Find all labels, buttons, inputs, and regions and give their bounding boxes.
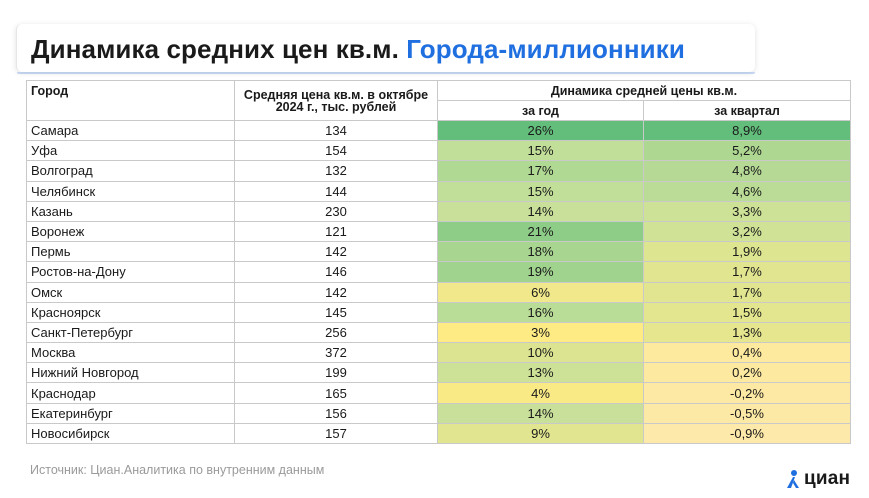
table-row: Волгоград 132 17% 4,8% — [26, 160, 851, 182]
cell-city: Москва — [26, 342, 235, 364]
cell-quarter: 3,3% — [643, 200, 851, 222]
cell-city: Воронеж — [26, 220, 235, 243]
cell-price: 132 — [234, 160, 438, 182]
cian-logo: циан — [786, 466, 850, 492]
source-note: Источник: Циан.Аналитика по внутренним д… — [30, 463, 325, 477]
cell-price: 121 — [234, 220, 438, 243]
cell-price: 230 — [234, 200, 438, 222]
cell-year: 3% — [437, 321, 644, 344]
cell-year: 18% — [437, 241, 644, 263]
cell-quarter: 1,9% — [643, 241, 851, 263]
cell-year: 13% — [437, 362, 644, 384]
cell-year: 15% — [437, 180, 644, 202]
cell-year: 10% — [437, 342, 644, 364]
cian-logo-text: циан — [804, 468, 851, 489]
cell-price: 146 — [234, 261, 438, 283]
table-row: Воронеж 121 21% 3,2% — [26, 220, 851, 243]
header-city: Город — [26, 80, 235, 121]
table-row: Самара 134 26% 8,9% — [26, 119, 851, 142]
table-row: Краснодар 165 4% -0,2% — [26, 382, 851, 404]
page-title: Динамика средних цен кв.м. Городa-миллио… — [31, 34, 685, 65]
header-quarter: за квартал — [643, 100, 851, 121]
cell-city: Санкт-Петербург — [26, 321, 235, 344]
header-year: за год — [437, 100, 644, 121]
cell-quarter: 4,8% — [643, 160, 851, 182]
cell-quarter: 1,5% — [643, 301, 851, 323]
title-highlight: Городa-миллионники — [406, 34, 685, 64]
cell-price: 199 — [234, 362, 438, 384]
cell-price: 156 — [234, 402, 438, 424]
cell-year: 4% — [437, 382, 644, 404]
cell-quarter: 1,7% — [643, 261, 851, 283]
cell-quarter: 1,3% — [643, 321, 851, 344]
cell-city: Нижний Новгород — [26, 362, 235, 384]
cell-city: Новосибирск — [26, 422, 235, 445]
header-price: Средняя цена кв.м. в октябре 2024 г., ты… — [234, 80, 438, 121]
cian-logo-icon — [787, 470, 799, 488]
title-main: Динамика средних цен кв.м. — [31, 34, 399, 64]
table-row: Омск 142 6% 1,7% — [26, 281, 851, 303]
cell-city: Самара — [26, 119, 235, 142]
cell-city: Волгоград — [26, 160, 235, 182]
cell-quarter: -0,5% — [643, 402, 851, 424]
cell-city: Омск — [26, 281, 235, 303]
cell-quarter: 0,4% — [643, 342, 851, 364]
table-row: Новосибирск 157 9% -0,9% — [26, 422, 851, 445]
cell-year: 14% — [437, 402, 644, 424]
title-box: Динамика средних цен кв.м. Городa-миллио… — [16, 24, 755, 74]
cell-city: Казань — [26, 200, 235, 222]
cell-year: 9% — [437, 422, 644, 445]
price-dynamics-table: Город Средняя цена кв.м. в октябре 2024 … — [26, 80, 851, 445]
cell-city: Краснодар — [26, 382, 235, 404]
cell-quarter: 1,7% — [643, 281, 851, 303]
cell-price: 134 — [234, 119, 438, 142]
table-row: Казань 230 14% 3,3% — [26, 200, 851, 222]
header-dynamics: Динамика средней цены кв.м. — [437, 80, 851, 101]
cell-price: 157 — [234, 422, 438, 445]
table-body: Самара 134 26% 8,9% Уфа 154 15% 5,2% Волгоград 13… — [26, 119, 851, 445]
cell-year: 15% — [437, 140, 644, 162]
cell-year: 17% — [437, 160, 644, 182]
table-row: Нижний Новгород 199 13% 0,2% — [26, 362, 851, 384]
cell-year: 16% — [437, 301, 644, 323]
table-row: Пермь 142 18% 1,9% — [26, 241, 851, 263]
cell-price: 145 — [234, 301, 438, 323]
cell-quarter: -0,2% — [643, 382, 851, 404]
table-row: Ростов-на-Дону 146 19% 1,7% — [26, 261, 851, 283]
cell-quarter: 0,2% — [643, 362, 851, 384]
cell-price: 142 — [234, 281, 438, 303]
cell-year: 14% — [437, 200, 644, 222]
cell-city: Ростов-на-Дону — [26, 261, 235, 283]
cell-year: 26% — [437, 119, 644, 142]
cell-price: 142 — [234, 241, 438, 263]
table-row: Санкт-Петербург 256 3% 1,3% — [26, 321, 851, 344]
cell-city: Пермь — [26, 241, 235, 263]
cell-quarter: 3,2% — [643, 220, 851, 243]
cell-price: 372 — [234, 342, 438, 364]
cell-city: Екатеринбург — [26, 402, 235, 424]
cell-price: 144 — [234, 180, 438, 202]
cell-year: 21% — [437, 220, 644, 243]
table-row: Красноярск 145 16% 1,5% — [26, 301, 851, 323]
cell-price: 165 — [234, 382, 438, 404]
cell-city: Челябинск — [26, 180, 235, 202]
table-row: Екатеринбург 156 14% -0,5% — [26, 402, 851, 424]
cell-price: 154 — [234, 140, 438, 162]
cell-price: 256 — [234, 321, 438, 344]
cell-quarter: 8,9% — [643, 119, 851, 142]
cell-city: Красноярск — [26, 301, 235, 323]
cell-quarter: 4,6% — [643, 180, 851, 202]
cell-year: 19% — [437, 261, 644, 283]
table-row: Москва 372 10% 0,4% — [26, 342, 851, 364]
cell-city: Уфа — [26, 140, 235, 162]
cell-quarter: 5,2% — [643, 140, 851, 162]
table-row: Уфа 154 15% 5,2% — [26, 140, 851, 162]
cell-year: 6% — [437, 281, 644, 303]
table-row: Челябинск 144 15% 4,6% — [26, 180, 851, 202]
cell-quarter: -0,9% — [643, 422, 851, 445]
